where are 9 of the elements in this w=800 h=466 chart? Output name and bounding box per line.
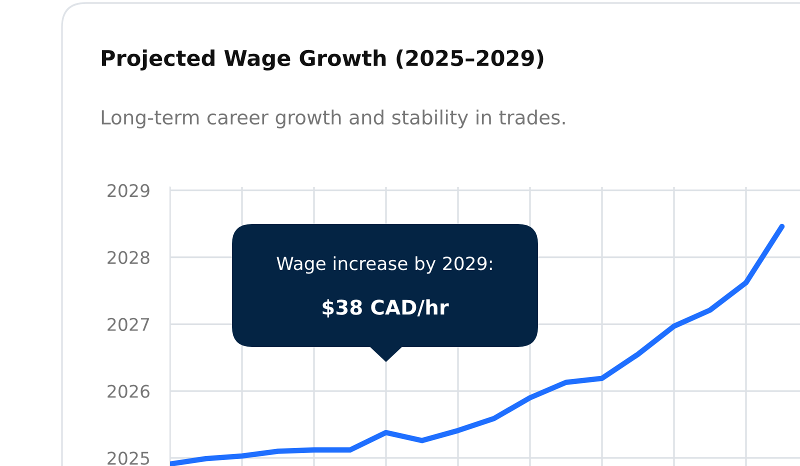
y-tick-label: 2027 xyxy=(108,318,150,331)
y-tick-label: 2026 xyxy=(108,384,150,398)
y-tick-label: 2029 xyxy=(108,184,150,198)
annotation: $38 CAD/hr xyxy=(322,299,449,318)
annotation: Wage increase by 2029: xyxy=(276,256,492,274)
chart-subtitle: Long-term career growth and stability in trades. xyxy=(102,110,565,128)
y-tick-label: 2025 xyxy=(108,452,150,465)
chart-title: Projected Wage Growth (2025–2029) xyxy=(102,50,544,70)
y-tick-label: 2028 xyxy=(108,250,150,264)
